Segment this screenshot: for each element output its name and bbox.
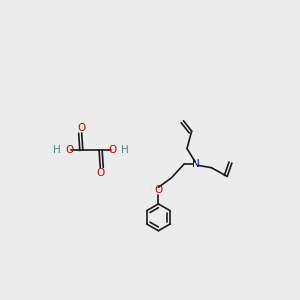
Text: O: O [108,145,116,155]
Text: O: O [154,184,163,195]
Text: N: N [192,159,200,169]
Text: H: H [122,145,129,155]
Text: O: O [96,168,104,178]
Text: H: H [53,145,61,155]
Text: O: O [66,145,74,155]
Text: O: O [77,123,86,133]
